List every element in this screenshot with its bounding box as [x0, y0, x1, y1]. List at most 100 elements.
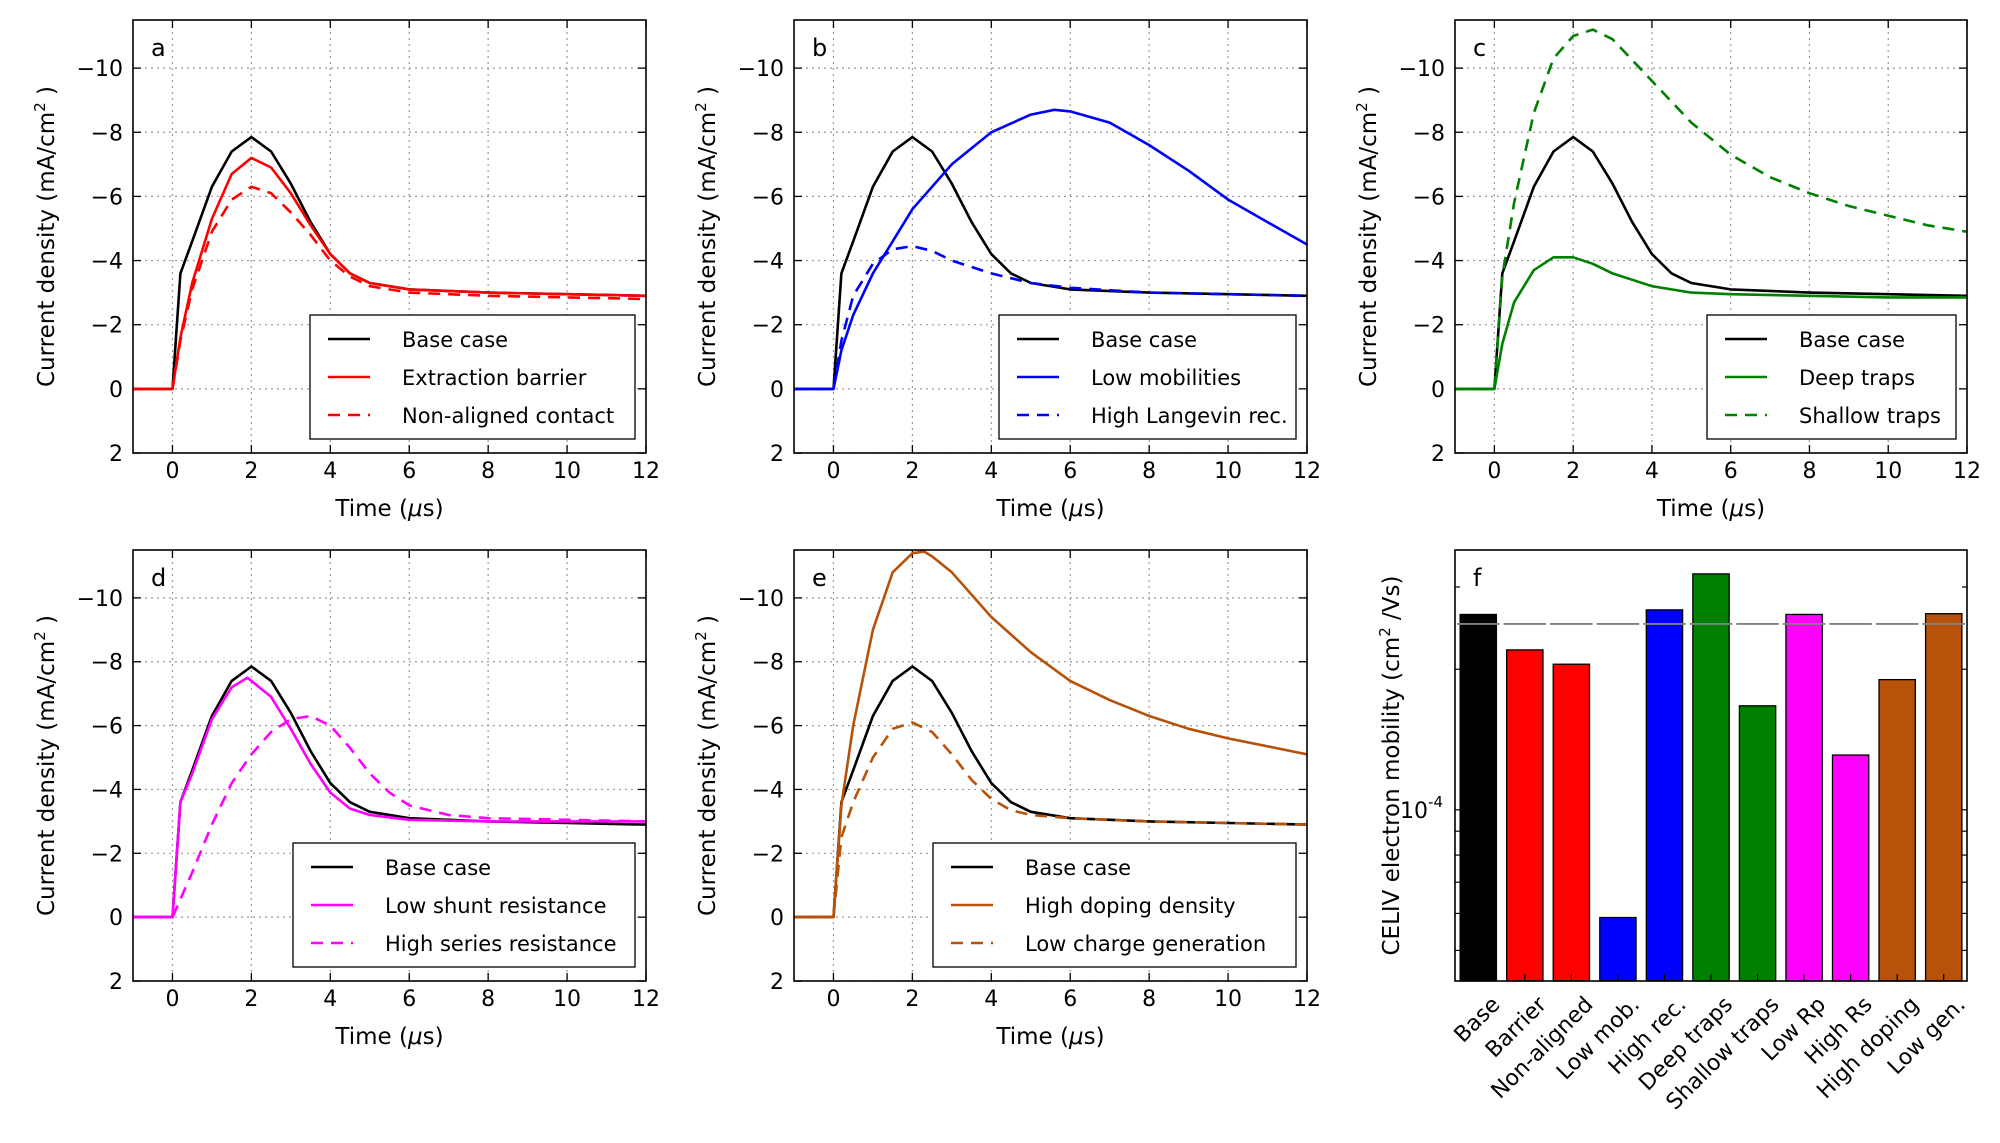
- bar-1: [1459, 613, 1498, 982]
- bar-8: [1785, 613, 1823, 982]
- bar-5: [1645, 609, 1684, 982]
- y-tick-label: 0: [770, 906, 784, 931]
- plot-frame: [132, 549, 647, 982]
- legend-label: High doping density: [1025, 894, 1236, 918]
- x-tick-label: 0: [826, 459, 840, 484]
- panel-c: 0 2 4 6 8 10 12 2 0 −2 −4 −6 −8 −10 c Base case Deep tra…: [1353, 19, 1981, 522]
- x-tick-label: 12: [632, 987, 660, 1012]
- panel-b: 0 2 4 6 8 10 12 2 0 −2 −4 −6 −8 −10 b Base case Low mobi…: [692, 19, 1321, 522]
- plot-frame: [1454, 19, 1968, 454]
- series-line-1: [1455, 135, 1967, 391]
- y-axis-label: CELIV electron mobility (cm2 /Vs): [1376, 575, 1405, 955]
- y-tick-label: −10: [77, 587, 123, 612]
- x-tick-label: 10: [1214, 459, 1242, 484]
- y-tick-label: −8: [91, 651, 123, 676]
- bar-4: [1599, 916, 1637, 982]
- x-tick-label: 2: [244, 459, 258, 484]
- panel-a: 0 2 4 6 8 10 12 2 0 −2 −4 −6 −8 −10 a Base case Extracti…: [31, 19, 660, 522]
- x-tick-label: 8: [1142, 459, 1156, 484]
- bar-6: [1692, 573, 1730, 982]
- y-tick-label: −8: [91, 121, 123, 146]
- panel-label: f: [1473, 564, 1482, 592]
- y-tick-label: −6: [91, 185, 123, 210]
- y-tick-label: 2: [770, 442, 784, 467]
- legend: Base case High doping density Low charge g…: [932, 842, 1297, 968]
- legend: Base case Low mobilities High Langevin rec…: [998, 314, 1297, 440]
- x-tick-label: 6: [402, 987, 416, 1012]
- panel-label: b: [812, 34, 827, 62]
- y-tick-label: 0: [770, 378, 784, 403]
- y-tick-label: 2: [1431, 442, 1445, 467]
- x-tick-label: 6: [1724, 459, 1738, 484]
- y-tick-label: −6: [752, 715, 784, 740]
- bar-11: [1924, 613, 1963, 982]
- y-axis-label: Current density (mA/cm2 ): [31, 86, 60, 387]
- x-tick-label: 6: [1063, 987, 1077, 1012]
- y-axis-label: Current density (mA/cm2 ): [1353, 86, 1382, 387]
- y-axis-label: Current density (mA/cm2 ): [31, 615, 60, 916]
- series-line-2: [1455, 255, 1967, 391]
- series-line-3: [794, 721, 1307, 919]
- x-tick-label: 8: [481, 459, 495, 484]
- x-tick-label: 2: [905, 987, 919, 1012]
- plot-frame: [793, 549, 1308, 982]
- x-tick-label: 12: [632, 459, 660, 484]
- x-tick-label: 12: [1293, 987, 1321, 1012]
- legend-label: Low charge generation: [1025, 932, 1266, 956]
- legend-box: [932, 842, 1297, 968]
- x-tick-label: 4: [1645, 459, 1659, 484]
- y-tick-label: 0: [109, 378, 123, 403]
- y-tick-label: 10-4: [1400, 793, 1443, 824]
- legend: Base case Low shunt resistance High series…: [292, 842, 636, 968]
- series-line-2: [794, 550, 1307, 919]
- series-line-2: [133, 676, 646, 919]
- series-group: [794, 550, 1307, 919]
- legend-label: High Langevin rec.: [1091, 404, 1288, 428]
- x-tick-label: 4: [984, 459, 998, 484]
- x-tick-label: 2: [1566, 459, 1580, 484]
- x-tick-label: 0: [826, 987, 840, 1012]
- x-tick-label: 2: [244, 987, 258, 1012]
- x-tick-label: 0: [165, 459, 179, 484]
- legend-label: Base case: [1091, 328, 1197, 352]
- y-tick-label: −4: [1413, 250, 1445, 275]
- y-tick-label: −10: [738, 587, 784, 612]
- y-tick-label: −8: [752, 121, 784, 146]
- legend-label: Low shunt resistance: [385, 894, 607, 918]
- y-tick-label: −10: [77, 57, 123, 82]
- series-line-3: [133, 185, 646, 391]
- x-tick-label: 10: [1214, 987, 1242, 1012]
- x-axis-label: Time (μs): [334, 496, 443, 522]
- panel-e: 0 2 4 6 8 10 12 2 0 −2 −4 −6 −8 −10 e Base case High dop…: [692, 549, 1321, 1050]
- x-tick-label: 2: [905, 459, 919, 484]
- panel-label: c: [1473, 34, 1486, 62]
- y-tick-label: −2: [91, 842, 123, 867]
- y-tick-label: −2: [91, 314, 123, 339]
- y-tick-label: 2: [109, 442, 123, 467]
- x-tick-label: 12: [1293, 459, 1321, 484]
- x-tick-label: 8: [1142, 987, 1156, 1012]
- y-tick-label: −10: [1399, 57, 1445, 82]
- y-tick-label: −2: [1413, 314, 1445, 339]
- legend: Base case Extraction barrier Non-aligned c…: [309, 314, 636, 440]
- legend-label: Shallow traps: [1799, 404, 1941, 428]
- legend-label: Base case: [385, 856, 491, 880]
- x-tick-label: 12: [1953, 459, 1981, 484]
- y-tick-label: −4: [752, 778, 784, 803]
- panel-label: e: [812, 564, 827, 592]
- y-tick-label: −4: [91, 250, 123, 275]
- panel-label: d: [151, 564, 166, 592]
- bar-3: [1552, 663, 1591, 982]
- y-tick-label: 2: [770, 970, 784, 995]
- legend-label: Base case: [1025, 856, 1131, 880]
- legend-label: Deep traps: [1799, 366, 1915, 390]
- x-axis-label: Time (μs): [334, 1024, 443, 1050]
- y-tick-label: −6: [91, 715, 123, 740]
- series-line-3: [1455, 28, 1967, 391]
- panel-d: 0 2 4 6 8 10 12 2 0 −2 −4 −6 −8 −10 d Base case Low shun…: [31, 549, 660, 1050]
- y-tick-label: 0: [109, 906, 123, 931]
- x-axis-label: Time (μs): [1656, 496, 1765, 522]
- bar-9: [1831, 754, 1870, 982]
- x-tick-label: 8: [481, 987, 495, 1012]
